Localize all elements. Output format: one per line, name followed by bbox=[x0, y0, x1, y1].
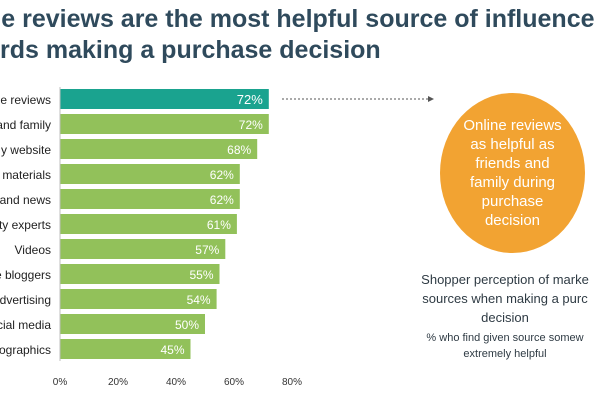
bar-10 bbox=[60, 339, 191, 359]
x-tick-label-2: 40% bbox=[166, 377, 186, 388]
bar-value-label-1: 72% bbox=[239, 118, 263, 132]
bar-9 bbox=[60, 314, 205, 334]
chart-caption: Shopper perception of marke sources when… bbox=[405, 270, 600, 362]
x-tick-label-1: 20% bbox=[108, 377, 128, 388]
bar-5 bbox=[60, 214, 237, 234]
category-label-2: y website bbox=[1, 143, 51, 157]
bar-6 bbox=[60, 239, 226, 259]
bar-7 bbox=[60, 264, 220, 284]
bar-value-label-0: 72% bbox=[237, 92, 263, 107]
bar-value-label-5: 61% bbox=[207, 218, 231, 232]
bar-4 bbox=[60, 189, 240, 209]
callout-text: Online reviews as helpful as friends and… bbox=[463, 117, 562, 229]
bar-value-label-6: 57% bbox=[195, 243, 219, 257]
category-label-5: ty experts bbox=[0, 218, 51, 232]
callout-circle: Online reviews as helpful as friends and… bbox=[440, 93, 585, 253]
category-label-6: Videos bbox=[15, 243, 51, 257]
category-label-3: materials bbox=[2, 168, 51, 182]
callout-arrowhead bbox=[428, 96, 434, 102]
category-label-0: e reviews bbox=[0, 93, 51, 107]
x-tick-label-0: 0% bbox=[53, 377, 68, 388]
bar-0 bbox=[60, 89, 269, 109]
bar-value-label-10: 45% bbox=[160, 343, 184, 357]
bar-value-label-9: 50% bbox=[175, 318, 199, 332]
category-label-8: dvertising bbox=[0, 293, 51, 307]
x-tick-label-4: 80% bbox=[282, 377, 302, 388]
category-label-10: ographics bbox=[0, 343, 51, 357]
caption-subtitle: % who find given source somew extremely … bbox=[426, 332, 584, 360]
bar-8 bbox=[60, 289, 217, 309]
title-line-2: rds making a purchase decision bbox=[0, 36, 381, 64]
bar-1 bbox=[60, 114, 269, 134]
category-label-1: and family bbox=[0, 118, 51, 132]
bar-value-label-8: 54% bbox=[187, 293, 211, 307]
x-tick-label-3: 60% bbox=[224, 377, 244, 388]
bar-value-label-7: 55% bbox=[189, 268, 213, 282]
bar-3 bbox=[60, 164, 240, 184]
category-label-4: and news bbox=[0, 193, 51, 207]
chart-title: ne reviews are the most helpful source o… bbox=[0, 4, 595, 66]
category-label-7: e bloggers bbox=[0, 268, 51, 282]
caption-title: Shopper perception of marke sources when… bbox=[421, 272, 589, 325]
bar-value-label-4: 62% bbox=[210, 193, 234, 207]
category-label-9: cial media bbox=[0, 318, 51, 332]
bar-2 bbox=[60, 139, 258, 159]
bar-value-label-3: 62% bbox=[210, 168, 234, 182]
bar-value-label-2: 68% bbox=[227, 143, 251, 157]
title-line-1: ne reviews are the most helpful source o… bbox=[0, 5, 595, 33]
